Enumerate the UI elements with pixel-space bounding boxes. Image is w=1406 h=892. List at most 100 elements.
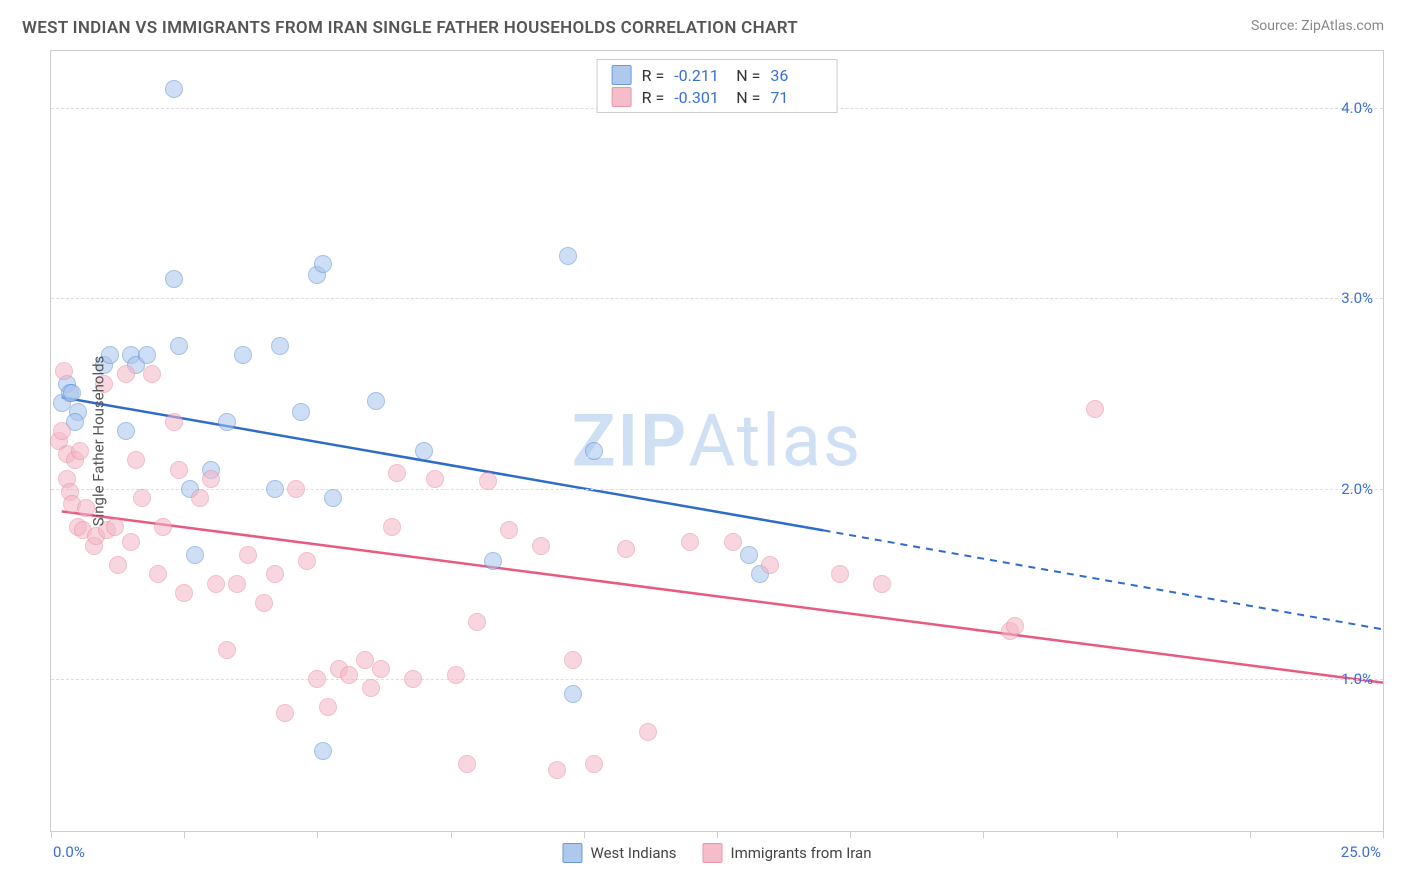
n-label: N = xyxy=(736,88,760,107)
data-point xyxy=(186,546,204,564)
data-point xyxy=(1086,400,1104,418)
legend-swatch-1 xyxy=(612,87,632,107)
data-point xyxy=(255,594,273,612)
data-point xyxy=(585,442,603,460)
data-point xyxy=(367,392,385,410)
data-point xyxy=(564,651,582,669)
x-tick xyxy=(584,831,585,838)
y-tick-label: 3.0% xyxy=(1341,289,1373,307)
data-point xyxy=(324,489,342,507)
data-point xyxy=(362,679,380,697)
data-point xyxy=(532,537,550,555)
data-point xyxy=(63,384,81,402)
chart-title: WEST INDIAN VS IMMIGRANTS FROM IRAN SING… xyxy=(22,18,798,38)
data-point xyxy=(266,480,284,498)
data-point xyxy=(170,461,188,479)
data-point xyxy=(559,247,577,265)
y-tick-label: 2.0% xyxy=(1341,480,1373,498)
data-point xyxy=(165,80,183,98)
plot-area: ZIPAtlas R = -0.211 N = 36 R = -0.301 N … xyxy=(51,51,1383,831)
data-point xyxy=(133,489,151,507)
data-point xyxy=(218,641,236,659)
correlation-legend: R = -0.211 N = 36 R = -0.301 N = 71 xyxy=(597,59,838,113)
legend-item-1: Immigrants from Iran xyxy=(703,843,872,863)
n-label: N = xyxy=(736,66,760,85)
data-point xyxy=(191,489,209,507)
data-point xyxy=(761,556,779,574)
data-point xyxy=(388,464,406,482)
data-point xyxy=(122,533,140,551)
data-point xyxy=(298,552,316,570)
x-tick xyxy=(850,831,851,838)
x-tick xyxy=(1117,831,1118,838)
x-tick xyxy=(451,831,452,838)
data-point xyxy=(143,365,161,383)
watermark: ZIPAtlas xyxy=(572,399,862,484)
watermark-atlas: Atlas xyxy=(688,399,862,484)
chart-source: Source: ZipAtlas.com xyxy=(1251,18,1384,34)
x-tick xyxy=(51,831,52,838)
watermark-zip: ZIP xyxy=(572,399,688,484)
legend-swatch-0 xyxy=(612,65,632,85)
n-value-0: 36 xyxy=(770,66,822,85)
data-point xyxy=(468,613,486,631)
data-point xyxy=(53,422,71,440)
data-point xyxy=(404,670,422,688)
data-point xyxy=(484,552,502,570)
data-point xyxy=(218,413,236,431)
n-value-1: 71 xyxy=(770,88,822,107)
gridline xyxy=(51,679,1383,680)
r-value-0: -0.211 xyxy=(674,66,726,85)
data-point xyxy=(106,518,124,536)
chart-header: WEST INDIAN VS IMMIGRANTS FROM IRAN SING… xyxy=(0,0,1406,38)
x-tick xyxy=(1383,831,1384,838)
legend-item-0: West Indians xyxy=(562,843,676,863)
data-point xyxy=(548,761,566,779)
y-axis-title: Single Father Households xyxy=(89,356,107,527)
data-point xyxy=(292,403,310,421)
trend-lines xyxy=(51,51,1383,831)
gridline xyxy=(51,489,1383,490)
series-legend: West Indians Immigrants from Iran xyxy=(562,843,871,863)
data-point xyxy=(479,472,497,490)
data-point xyxy=(117,422,135,440)
data-point xyxy=(71,442,89,460)
y-tick-label: 4.0% xyxy=(1341,99,1373,117)
r-label: R = xyxy=(642,66,665,85)
legend-swatch-1-icon xyxy=(703,843,723,863)
gridline xyxy=(51,298,1383,299)
data-point xyxy=(314,255,332,273)
x-tick-label: 25.0% xyxy=(1341,843,1381,861)
data-point xyxy=(207,575,225,593)
data-point xyxy=(500,521,518,539)
data-point xyxy=(1006,617,1024,635)
data-point xyxy=(314,742,332,760)
data-point xyxy=(617,540,635,558)
data-point xyxy=(138,346,156,364)
data-point xyxy=(266,565,284,583)
data-point xyxy=(234,346,252,364)
x-tick xyxy=(717,831,718,838)
data-point xyxy=(415,442,433,460)
legend-row-series-0: R = -0.211 N = 36 xyxy=(612,64,823,86)
data-point xyxy=(308,670,326,688)
data-point xyxy=(165,413,183,431)
data-point xyxy=(372,660,390,678)
x-tick xyxy=(317,831,318,838)
data-point xyxy=(426,470,444,488)
data-point xyxy=(165,270,183,288)
data-point xyxy=(458,755,476,773)
data-point xyxy=(639,723,657,741)
legend-row-series-1: R = -0.301 N = 71 xyxy=(612,86,823,108)
r-value-1: -0.301 xyxy=(674,88,726,107)
data-point xyxy=(873,575,891,593)
data-point xyxy=(740,546,758,564)
x-tick-label: 0.0% xyxy=(53,843,85,861)
data-point xyxy=(55,362,73,380)
x-tick xyxy=(184,831,185,838)
r-label: R = xyxy=(642,88,665,107)
data-point xyxy=(109,556,127,574)
data-point xyxy=(276,704,294,722)
data-point xyxy=(340,666,358,684)
data-point xyxy=(127,451,145,469)
